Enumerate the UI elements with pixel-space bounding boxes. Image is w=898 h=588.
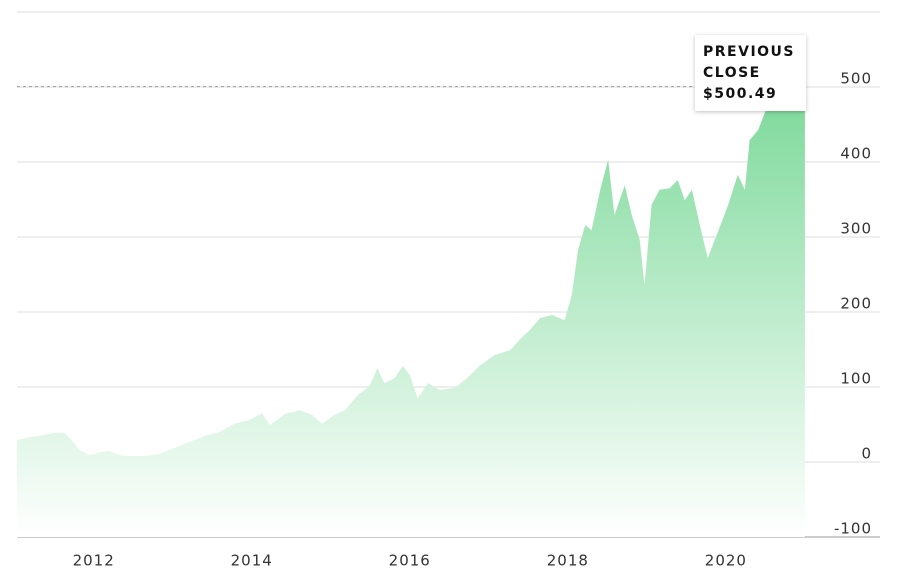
- area-layer: [17, 86, 805, 537]
- y-tick-label: 300: [840, 220, 872, 238]
- x-tick-label: 2020: [705, 552, 747, 570]
- x-tick-label: 2018: [547, 552, 589, 570]
- annotation-line: CLOSE: [703, 65, 761, 81]
- annotation-line: $500.49: [703, 86, 777, 102]
- x-tick-label: 2014: [231, 552, 273, 570]
- x-tick-label: 2012: [73, 552, 115, 570]
- y-tick-label: 400: [840, 145, 872, 163]
- y-tick-label: 200: [840, 295, 872, 313]
- ticks: -100 0 100 200 300 400 500 2012 2014 2016 2018 2020: [73, 70, 872, 570]
- y-tick-label: 100: [840, 370, 872, 388]
- y-tick-label: 500: [840, 70, 872, 88]
- annotation-line: PREVIOUS: [703, 44, 795, 60]
- x-tick-label: 2016: [389, 552, 431, 570]
- annotation: PREVIOUS CLOSE $500.49: [695, 35, 806, 111]
- y-tick-label: -100: [834, 520, 872, 538]
- price-area: [17, 92, 805, 537]
- annotation-box: [695, 35, 806, 111]
- y-tick-label: 0: [861, 445, 872, 463]
